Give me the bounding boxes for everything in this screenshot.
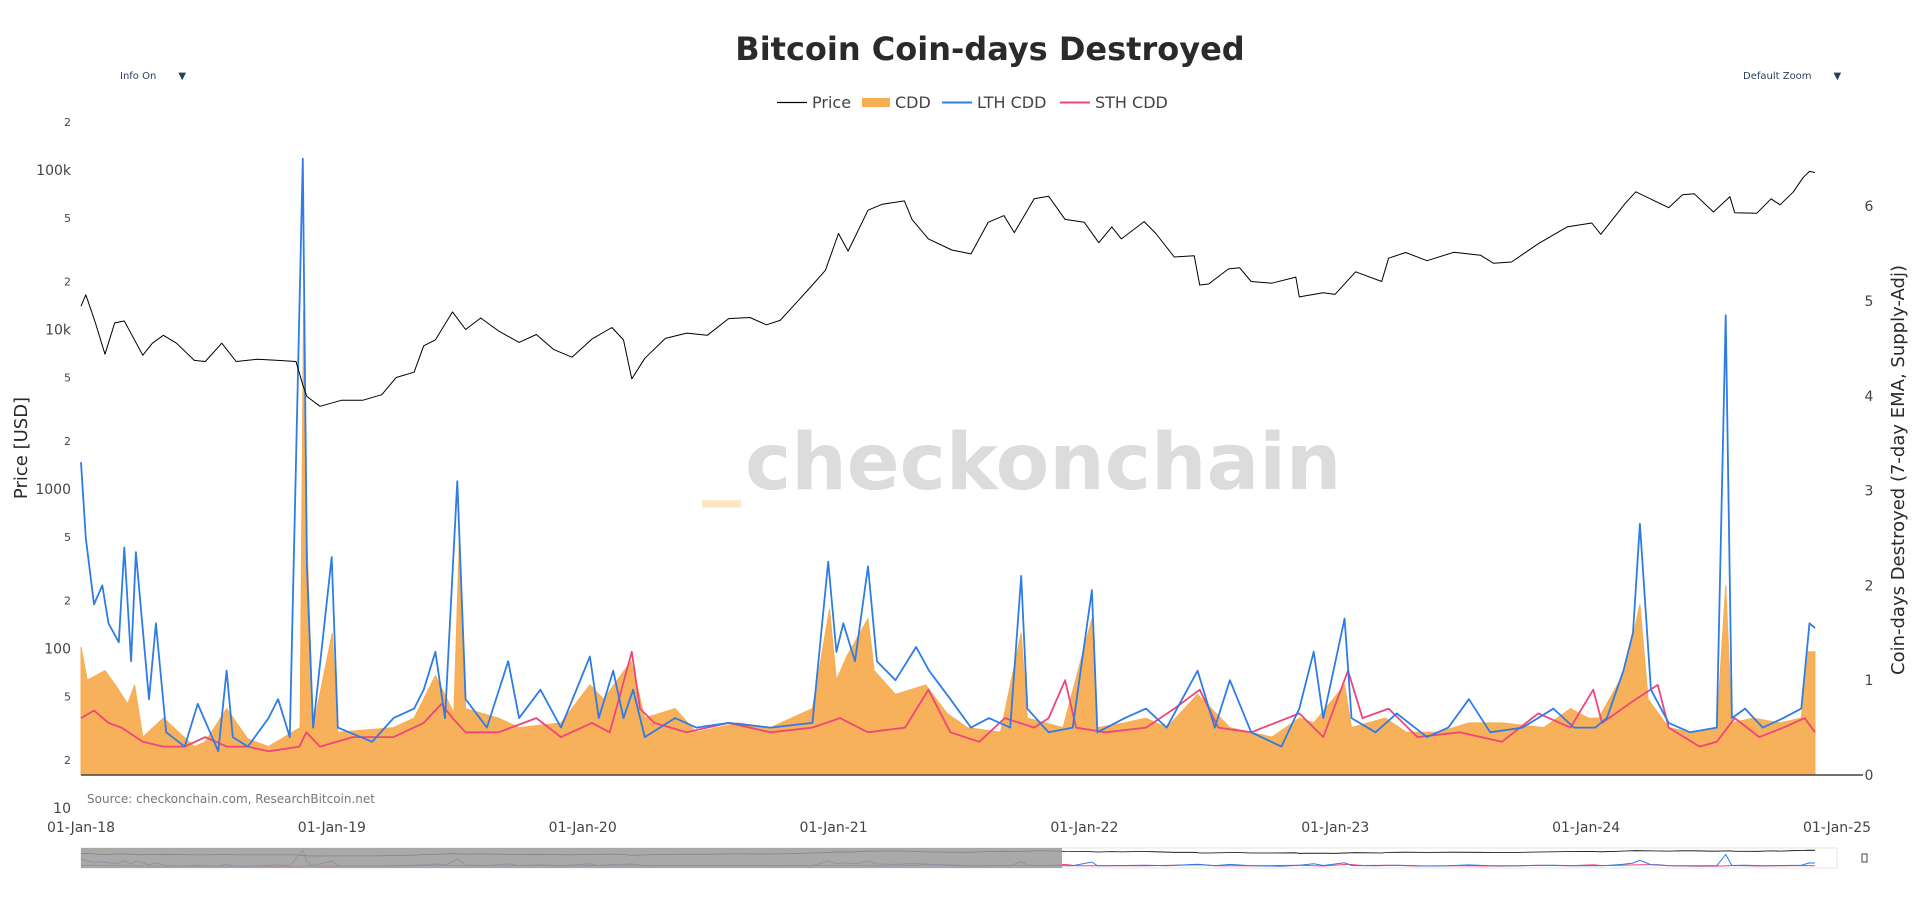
y-right-tick-label: 3 [1865,484,1874,500]
y-left-tick-label: 1000 [35,482,71,498]
legend-item-cdd: CDD [862,93,931,112]
series-lth-cdd-line [80,157,1816,753]
source-annotation: Source: checkonchain.com, ResearchBitcoi… [87,792,375,806]
y-left-tick-label: 10k [45,323,72,339]
legend-swatch-cdd [862,98,890,107]
x-tick-label: 01-Jan-25 [1803,820,1871,836]
triangle-down-icon: ▼ [1833,71,1842,82]
y-right-tick-label: 4 [1865,389,1874,405]
series-price-line [80,170,1816,407]
y-left-axis-title: Price [USD] [11,397,32,499]
y-right-tick-label: 0 [1865,768,1874,784]
plot-area [80,157,1816,776]
legend-item-price: Price [777,93,851,112]
y-left-minor-tick-label: 5 [64,531,71,544]
zoom-dropdown[interactable]: Default Zoom ▼ [1743,71,1841,82]
y-left-minor-tick-label: 2 [64,754,71,767]
legend: Price CDD LTH CDD STH CDD [777,93,1168,112]
y-left-minor-tick-label: 2 [64,116,71,129]
x-tick-label: 01-Jan-20 [549,820,617,836]
x-tick-label: 01-Jan-19 [298,820,366,836]
watermark: _ checkonchain [702,418,1341,508]
x-tick-label: 01-Jan-24 [1552,820,1620,836]
y-left-minor-tick-label: 2 [64,594,71,607]
info-toggle-label: Info On [120,71,157,82]
axes: 01-Jan-18 01-Jan-19 01-Jan-20 01-Jan-21 01-J… [11,116,1909,836]
series-cdd-area [80,310,1816,776]
range-slider[interactable] [80,847,1868,869]
y-left-tick-label: 100k [36,163,72,179]
triangle-down-icon: ▼ [178,71,187,82]
y-right-tick-label: 5 [1865,294,1874,310]
legend-label-lth-cdd: LTH CDD [977,93,1046,112]
info-toggle-dropdown[interactable]: Info On ▼ [120,71,186,82]
y-left-tick-label: 10 [53,801,71,817]
series-sth-cdd-line [80,650,1816,753]
y-left-tick-label: 100 [44,642,71,658]
y-left-minor-tick-label: 5 [64,372,71,385]
legend-label-sth-cdd: STH CDD [1095,93,1168,112]
y-left-minor-tick-label: 2 [64,275,71,288]
range-slider-handle [1861,853,1868,863]
zoom-dropdown-label: Default Zoom [1743,71,1812,82]
x-tick-label: 01-Jan-22 [1050,820,1118,836]
y-left-minor-tick-label: 5 [64,212,71,225]
y-right-tick-label: 6 [1865,199,1874,215]
y-right-axis-title: Coin-days Destroyed (7-day EMA, Supply-A… [1888,265,1909,675]
chart-title: Bitcoin Coin-days Destroyed [735,30,1244,68]
x-tick-label: 01-Jan-23 [1301,820,1369,836]
x-tick-label: 01-Jan-21 [800,820,868,836]
x-tick-label: 01-Jan-18 [47,820,115,836]
watermark-underscore: _ [702,418,741,508]
legend-label-price: Price [812,93,851,112]
range-slider-mask [81,848,1062,868]
y-right-tick-label: 2 [1865,578,1874,594]
y-left-minor-tick-label: 5 [64,691,71,704]
legend-item-sth-cdd: STH CDD [1060,93,1168,112]
legend-label-cdd: CDD [895,93,931,112]
legend-item-lth-cdd: LTH CDD [942,93,1046,112]
y-left-minor-tick-label: 2 [64,435,71,448]
y-right-tick-label: 1 [1865,673,1874,689]
watermark-text: checkonchain [745,418,1341,508]
